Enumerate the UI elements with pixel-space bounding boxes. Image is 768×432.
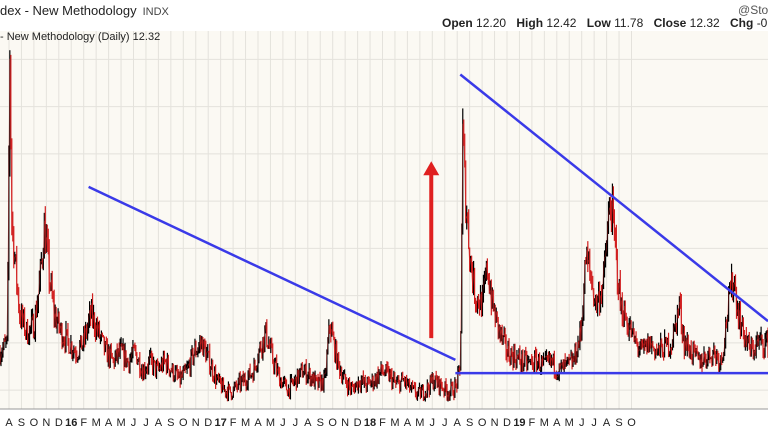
downtrend-2018-line (459, 73, 768, 323)
x-tick-label: A (5, 417, 13, 429)
low-value: 11.78 (614, 16, 644, 30)
x-tick-label: O (30, 417, 39, 429)
x-tick-label: M (116, 417, 125, 429)
x-tick-label: O (627, 417, 636, 429)
brand-text: Stock (750, 3, 768, 17)
low-label: Low (586, 16, 611, 30)
x-tick-label: M (241, 417, 250, 429)
open-label: Open (442, 16, 473, 30)
plot-series-label: - New Methodology (Daily) 12.32 (0, 31, 161, 43)
pin-icon: @ (738, 3, 751, 17)
x-tick-label: J (591, 417, 597, 429)
x-tick-label: O (478, 417, 487, 429)
high-value: 12.42 (546, 16, 577, 30)
chart-title-text: dex - New Methodology (0, 3, 137, 18)
x-tick-label: N (192, 417, 200, 429)
x-tick-label: A (603, 417, 611, 429)
close-label: Close (653, 16, 687, 30)
x-tick-label: N (42, 417, 50, 429)
x-tick-label: S (167, 417, 174, 429)
x-axis-ticks: A S O N D 16 F M A M J J A S O N D 17 F M A M J J A S O N D 18 F M A M J J A… (5, 417, 636, 429)
x-tick-label: M (92, 417, 101, 429)
x-tick-label: A (454, 417, 462, 429)
x-tick-label: D (55, 417, 63, 429)
ohlc-readout: Open 12.20 High 12.42 Low 11.78 Close 12… (442, 16, 768, 30)
close-value: 12.32 (689, 16, 720, 30)
x-tick-label: J (143, 417, 149, 429)
x-tick-label: M (266, 417, 275, 429)
x-tick-label: A (404, 417, 412, 429)
x-tick-label: M (415, 417, 424, 429)
x-tick-label: S (466, 417, 473, 429)
x-tick-label: J (280, 417, 286, 429)
x-tick-label: M (565, 417, 574, 429)
x-tick-label: A (105, 417, 113, 429)
chart-title: dex - New Methodology INDX (0, 3, 169, 18)
x-tick-label: J (579, 417, 585, 429)
x-tick-label: 16 (65, 417, 77, 429)
price-series (0, 50, 768, 402)
x-tick-label: F (80, 417, 87, 429)
exchange-label: INDX (142, 6, 169, 18)
x-tick-label: A (254, 417, 262, 429)
x-tick-label: 17 (215, 417, 227, 429)
brand-label: @Stock (738, 3, 768, 17)
high-label: High (516, 16, 544, 30)
chg-value: -0.10 (756, 16, 768, 30)
x-tick-label: S (615, 417, 622, 429)
x-tick-label: S (317, 417, 324, 429)
x-tick-label: A (553, 417, 561, 429)
trendlines (88, 73, 768, 375)
x-tick-label: F (529, 417, 536, 429)
x-tick-label: O (179, 417, 188, 429)
arrow-head (423, 161, 440, 176)
x-tick-label: D (204, 417, 212, 429)
x-tick-label: 18 (364, 417, 376, 429)
x-tick-label: A (304, 417, 312, 429)
x-tick-label: J (430, 417, 436, 429)
x-tick-label: S (18, 417, 25, 429)
x-tick-label: F (230, 417, 237, 429)
open-value: 12.20 (476, 16, 507, 30)
spike-arrow (423, 161, 440, 339)
x-tick-label: J (131, 417, 137, 429)
x-tick-label: O (328, 417, 337, 429)
x-tick-label: N (491, 417, 499, 429)
price-line (0, 58, 768, 399)
x-tick-label: 19 (513, 417, 525, 429)
x-tick-label: J (293, 417, 299, 429)
x-tick-label: J (442, 417, 448, 429)
x-tick-label: N (341, 417, 349, 429)
chg-label: Chg (730, 16, 754, 30)
x-tick-label: D (354, 417, 362, 429)
x-tick-label: M (390, 417, 399, 429)
x-tick-label: F (379, 417, 386, 429)
downtrend-2016-line (88, 185, 456, 361)
x-tick-label: M (540, 417, 549, 429)
x-tick-label: A (155, 417, 163, 429)
x-tick-label: D (503, 417, 511, 429)
